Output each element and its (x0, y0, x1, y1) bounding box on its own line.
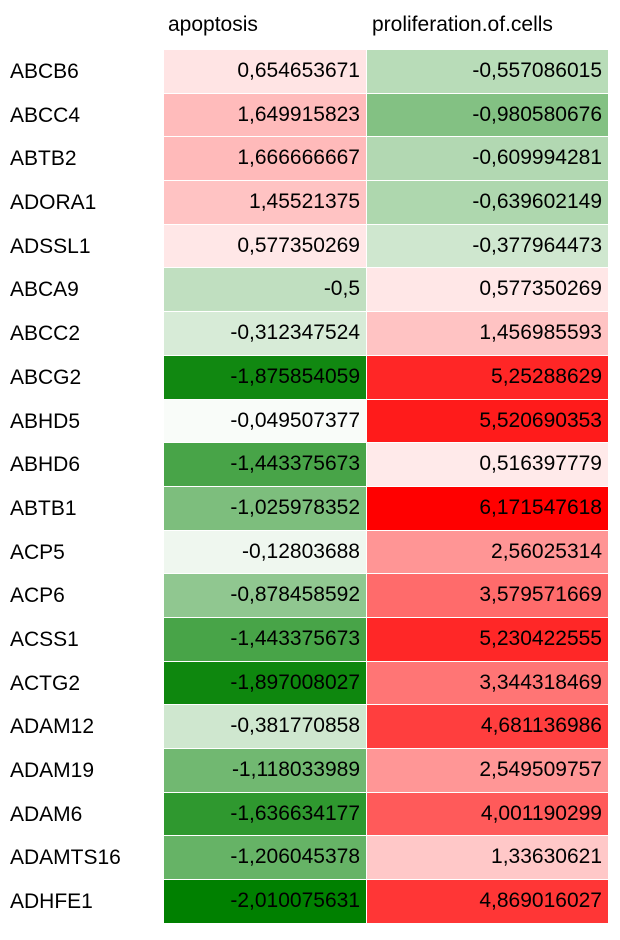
cell-apoptosis: -0,12803688 (164, 530, 366, 574)
gene-label: ADHFE1 (10, 890, 93, 914)
gene-label: ADSSL1 (10, 234, 91, 258)
cell-proliferation: 3,344318469 (367, 661, 608, 705)
gene-label: ABCC4 (10, 103, 81, 127)
cell-apoptosis: -1,443375673 (164, 443, 366, 486)
gene-label: ABHD5 (10, 409, 81, 433)
cell-apoptosis: 1,666666667 (164, 137, 366, 181)
cell-proliferation: -0,557086015 (367, 50, 608, 93)
gene-label: ABCA9 (10, 278, 79, 302)
gene-label: ACTG2 (10, 671, 81, 695)
gene-label: ACP6 (10, 584, 65, 608)
cell-apoptosis: -2,010075631 (164, 880, 366, 923)
gene-label: ADAM19 (10, 759, 95, 782)
cell-proliferation: 4,681136986 (367, 705, 608, 748)
cell-proliferation: -0,639602149 (367, 181, 608, 224)
cell-proliferation: 5,25288629 (367, 355, 608, 399)
cell-proliferation: 6,171547618 (367, 486, 608, 530)
cell-apoptosis: -1,206045378 (164, 836, 366, 880)
cell-proliferation: -0,609994281 (367, 137, 608, 181)
gene-label: ABCG2 (10, 365, 82, 389)
cell-apoptosis: -0,049507377 (164, 399, 366, 443)
gene-label: ABTB1 (10, 496, 77, 520)
cell-apoptosis: 1,649915823 (164, 93, 366, 137)
cell-apoptosis: -0,312347524 (164, 312, 366, 355)
cell-proliferation: 1,456985593 (367, 312, 608, 355)
cell-apoptosis: -1,025978352 (164, 486, 366, 530)
cell-proliferation: 2,549509757 (367, 749, 608, 792)
gene-label: ADAM6 (10, 802, 83, 826)
cell-proliferation: 4,001190299 (367, 792, 608, 836)
cell-apoptosis: -1,875854059 (164, 355, 366, 399)
cell-proliferation: 2,56025314 (367, 530, 608, 574)
gene-label: ABCC2 (10, 322, 81, 346)
cell-apoptosis: -0,381770858 (164, 705, 366, 748)
cell-apoptosis: -1,897008027 (164, 661, 366, 705)
gene-label: ABHD6 (10, 453, 81, 477)
gene-label: ABCB6 (10, 60, 79, 83)
cell-proliferation: -0,980580676 (367, 93, 608, 137)
cell-proliferation: -0,377964473 (367, 224, 608, 268)
cell-apoptosis: 0,577350269 (164, 224, 366, 268)
cell-proliferation: 5,230422555 (367, 617, 608, 661)
cell-proliferation: 1,33630621 (367, 836, 608, 880)
cell-apoptosis: 1,45521375 (164, 181, 366, 224)
gene-label: ABTB2 (10, 147, 77, 171)
cell-proliferation: 4,869016027 (367, 880, 608, 923)
gene-label: ADAMTS16 (10, 846, 121, 870)
gene-label: ACSS1 (10, 627, 79, 651)
cell-apoptosis: -1,443375673 (164, 617, 366, 661)
cell-apoptosis: -0,878458592 (164, 574, 366, 617)
cell-proliferation: 3,579571669 (367, 574, 608, 617)
gene-label: ACP5 (10, 540, 65, 564)
cell-proliferation: 0,516397779 (367, 443, 608, 486)
cell-proliferation: 0,577350269 (367, 268, 608, 312)
cell-apoptosis: -1,636634177 (164, 792, 366, 836)
cell-proliferation: 5,520690353 (367, 399, 608, 443)
cell-apoptosis: 0,654653671 (164, 50, 366, 93)
gene-label: ADAM12 (10, 715, 95, 739)
column-header-apoptosis: apoptosis (168, 13, 258, 36)
column-header-proliferation-of-cells: proliferation.of.cells (372, 13, 553, 36)
gene-label: ADORA1 (10, 191, 97, 215)
cell-apoptosis: -0,5 (164, 268, 366, 312)
cell-apoptosis: -1,118033989 (164, 749, 366, 792)
